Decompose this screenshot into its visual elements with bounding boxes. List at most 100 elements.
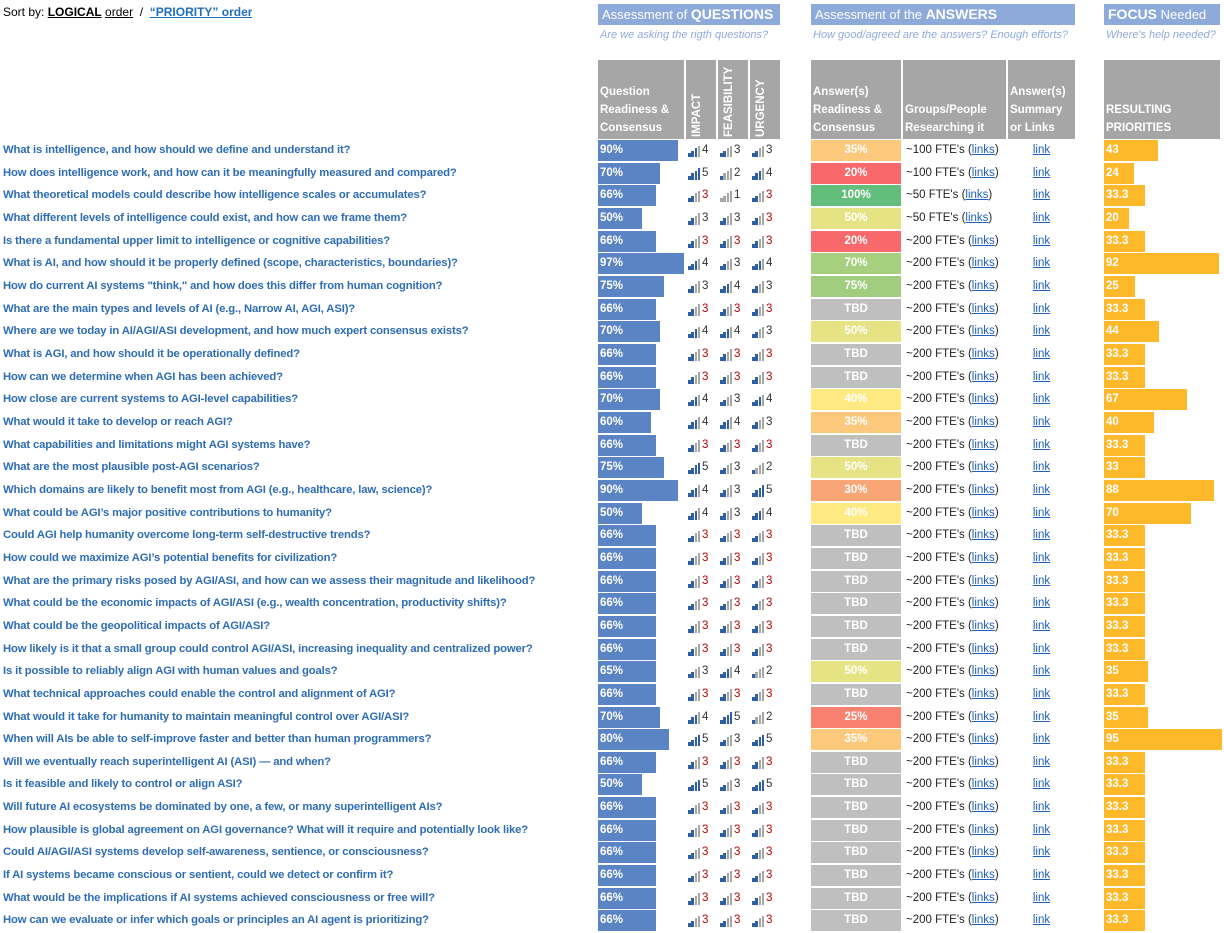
- groups-link[interactable]: links: [971, 166, 995, 179]
- groups-link[interactable]: links: [971, 393, 995, 406]
- summary-link[interactable]: link: [1032, 687, 1051, 700]
- signal-bar: [752, 220, 755, 225]
- summary-cell: link: [1008, 457, 1075, 478]
- groups-link[interactable]: links: [971, 279, 995, 292]
- signal-bar: [723, 581, 726, 588]
- signal-bar: [691, 399, 694, 407]
- groups-link[interactable]: links: [971, 574, 995, 587]
- summary-link[interactable]: link: [1032, 347, 1051, 360]
- sort-logical-suffix[interactable]: order: [105, 5, 134, 19]
- summary-link[interactable]: link: [1032, 778, 1051, 791]
- groups-link[interactable]: links: [971, 665, 995, 678]
- groups-link[interactable]: links: [971, 733, 995, 746]
- summary-link[interactable]: link: [1032, 914, 1051, 927]
- summary-link[interactable]: link: [1032, 801, 1051, 814]
- groups-link[interactable]: links: [971, 619, 995, 632]
- groups-link[interactable]: links: [971, 461, 995, 474]
- summary-link[interactable]: link: [1032, 415, 1051, 428]
- summary-link[interactable]: link: [1032, 166, 1051, 179]
- priority-label: 25: [1106, 279, 1119, 292]
- groups-link[interactable]: links: [971, 823, 995, 836]
- summary-link[interactable]: link: [1032, 619, 1051, 632]
- groups-link[interactable]: links: [971, 347, 995, 360]
- answer-cell: 30%: [811, 479, 901, 501]
- groups-link[interactable]: links: [971, 302, 995, 315]
- summary-link[interactable]: link: [1032, 461, 1051, 474]
- summary-link[interactable]: link: [1032, 234, 1051, 247]
- groups-link[interactable]: links: [971, 257, 995, 270]
- score-icon: [688, 440, 702, 452]
- groups-link[interactable]: links: [971, 483, 995, 496]
- priority-label: 43: [1106, 144, 1119, 156]
- signal-bar: [694, 895, 698, 905]
- groups-link[interactable]: links: [965, 211, 989, 224]
- groups-link[interactable]: links: [971, 370, 995, 383]
- signal-bar: [697, 734, 701, 747]
- signal-bar: [755, 422, 758, 429]
- groups-link[interactable]: links: [971, 710, 995, 723]
- summary-link[interactable]: link: [1032, 529, 1051, 542]
- summary-link[interactable]: link: [1032, 551, 1051, 564]
- summary-link[interactable]: link: [1032, 257, 1051, 270]
- summary-link[interactable]: link: [1032, 846, 1051, 859]
- summary-cell: link: [1008, 480, 1075, 501]
- signal-bar: [694, 873, 698, 883]
- summary-link[interactable]: link: [1032, 438, 1051, 451]
- groups-link[interactable]: links: [971, 801, 995, 814]
- summary-link[interactable]: link: [1032, 302, 1051, 315]
- summary-link[interactable]: link: [1032, 869, 1051, 882]
- summary-link[interactable]: link: [1032, 189, 1051, 202]
- groups-link[interactable]: links: [971, 891, 995, 904]
- priority-label: 44: [1106, 325, 1119, 338]
- signal-bar: [723, 717, 726, 724]
- summary-link[interactable]: link: [1032, 755, 1051, 768]
- summary-link[interactable]: link: [1032, 483, 1051, 496]
- summary-link[interactable]: link: [1032, 506, 1051, 519]
- summary-link[interactable]: link: [1032, 574, 1051, 587]
- summary-link[interactable]: link: [1032, 642, 1051, 655]
- score-icon: [720, 281, 734, 293]
- summary-link[interactable]: link: [1032, 370, 1051, 383]
- summary-link[interactable]: link: [1032, 211, 1051, 224]
- signal-bar: [758, 148, 762, 157]
- signal-bar: [720, 742, 723, 747]
- groups-link[interactable]: links: [965, 189, 989, 202]
- summary-link[interactable]: link: [1032, 891, 1051, 904]
- groups-link[interactable]: links: [971, 438, 995, 451]
- signal-bar: [755, 399, 758, 407]
- signal-bar: [688, 764, 691, 769]
- readiness-label: 66%: [600, 347, 624, 360]
- summary-link[interactable]: link: [1032, 597, 1051, 610]
- groups-link[interactable]: links: [971, 846, 995, 859]
- groups-link[interactable]: links: [971, 869, 995, 882]
- groups-link[interactable]: links: [971, 415, 995, 428]
- summary-link[interactable]: link: [1032, 665, 1051, 678]
- groups-link[interactable]: links: [971, 325, 995, 338]
- groups-link[interactable]: links: [971, 551, 995, 564]
- summary-link[interactable]: link: [1032, 144, 1051, 156]
- summary-link[interactable]: link: [1032, 325, 1051, 338]
- summary-link[interactable]: link: [1032, 710, 1051, 723]
- sort-priority[interactable]: “PRIORITY” order: [149, 5, 253, 19]
- groups-link[interactable]: links: [971, 687, 995, 700]
- priority-bar: [1104, 887, 1146, 909]
- summary-link[interactable]: link: [1032, 823, 1051, 836]
- groups-link[interactable]: links: [971, 144, 995, 156]
- groups-link[interactable]: links: [971, 778, 995, 791]
- groups-link[interactable]: links: [971, 755, 995, 768]
- groups-text: ): [994, 733, 999, 746]
- groups-link[interactable]: links: [971, 529, 995, 542]
- signal-bar: [697, 825, 701, 837]
- summary-link[interactable]: link: [1032, 279, 1051, 292]
- summary-link[interactable]: link: [1032, 393, 1051, 406]
- groups-link[interactable]: links: [971, 597, 995, 610]
- signal-bar: [729, 644, 733, 656]
- groups-link[interactable]: links: [971, 642, 995, 655]
- sort-logical[interactable]: LOGICAL: [47, 5, 102, 19]
- groups-link[interactable]: links: [971, 506, 995, 519]
- groups-link[interactable]: links: [971, 234, 995, 247]
- score-value: 3: [734, 778, 741, 791]
- groups-link[interactable]: links: [971, 914, 995, 927]
- summary-link[interactable]: link: [1032, 733, 1051, 746]
- signal-bar: [691, 309, 694, 316]
